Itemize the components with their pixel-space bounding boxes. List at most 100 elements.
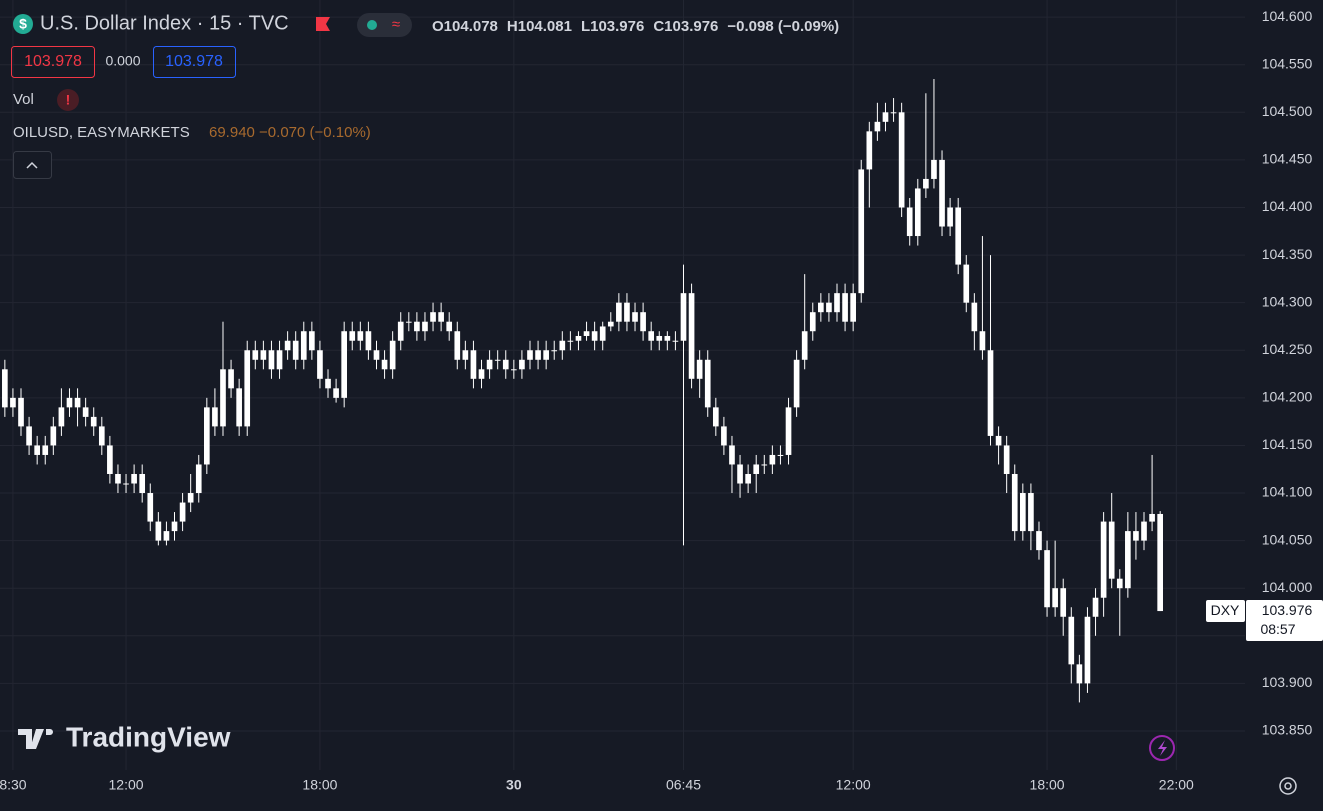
y-tick-label: 104.350 <box>1262 246 1313 262</box>
candle-body <box>971 302 978 332</box>
candle-body <box>18 397 24 427</box>
candle-body <box>987 350 994 436</box>
candle-body <box>777 454 784 456</box>
candle-body <box>268 350 275 370</box>
candle-body <box>107 445 113 474</box>
candle-body <box>737 464 743 484</box>
candle-body <box>898 112 905 208</box>
overlay-name: OILUSD, EASYMARKETS <box>13 124 190 141</box>
y-tick-label: 104.300 <box>1262 293 1313 309</box>
candle-body <box>955 207 962 265</box>
candle-body <box>90 416 97 427</box>
candle-body <box>769 454 776 465</box>
ohlc-value: L103.976 <box>581 18 644 35</box>
candle-body <box>454 331 461 360</box>
y-tick-label: 104.000 <box>1262 579 1313 595</box>
candle-body <box>729 445 735 465</box>
candle-body <box>34 445 40 455</box>
candle-body <box>203 407 210 465</box>
candle-body <box>712 407 719 427</box>
candle-body <box>115 473 121 484</box>
symbol-icon-glyph: $ <box>19 16 27 32</box>
candle-body <box>1092 597 1099 617</box>
x-tick-label: 12:00 <box>836 777 871 793</box>
y-tick-label: 104.100 <box>1262 484 1313 500</box>
candle-body <box>341 331 348 398</box>
warning-icon[interactable] <box>57 89 79 111</box>
candle-body <box>252 350 259 360</box>
ohlc-value: H104.081 <box>507 18 572 35</box>
candle-body <box>866 131 873 170</box>
candle-body <box>212 407 218 427</box>
candle-body <box>591 331 598 341</box>
ask-box[interactable] <box>153 46 236 78</box>
candle-body <box>1157 513 1163 612</box>
x-tick-label: 22:00 <box>1159 777 1194 793</box>
candle-body <box>1036 531 1042 551</box>
candle-body <box>187 493 194 503</box>
symbol-title[interactable]: U.S. Dollar Index · 15 · TVC <box>40 12 289 34</box>
candle-body <box>462 350 469 360</box>
candle-body <box>939 159 945 227</box>
candle-body <box>1068 616 1075 665</box>
change-value: −0.098 (−0.09%) <box>727 18 839 35</box>
candle-body <box>890 112 897 114</box>
candle-body <box>1003 445 1010 474</box>
candle-body <box>333 388 339 398</box>
candle-body <box>1149 513 1155 522</box>
candle-body <box>446 321 453 332</box>
settings-icon[interactable] <box>1279 777 1297 795</box>
status-pill[interactable] <box>357 13 412 37</box>
candle-body <box>696 359 703 379</box>
candle-body <box>672 340 679 342</box>
bid-box[interactable] <box>11 46 95 78</box>
y-tick-label: 103.900 <box>1262 674 1313 690</box>
candle-body <box>276 350 283 370</box>
candle-body <box>818 302 824 313</box>
countdown: 08:57 <box>1260 621 1295 637</box>
candle-body <box>624 302 630 322</box>
candle-body <box>1052 588 1058 608</box>
x-tick-label: 06:45 <box>666 777 701 793</box>
candle-body <box>809 312 816 332</box>
y-tick-label: 104.250 <box>1262 341 1313 357</box>
y-tick-label: 104.150 <box>1262 436 1313 452</box>
collapse-icon <box>26 161 38 169</box>
candle-body <box>826 302 832 313</box>
alert-icon[interactable] <box>1149 735 1175 761</box>
candle-body <box>317 350 323 379</box>
flag-icon[interactable] <box>316 17 330 31</box>
watermark: TradingView <box>66 721 231 752</box>
candle-body <box>430 312 436 322</box>
candle-body <box>1141 521 1147 541</box>
ohlc-legend: O104.078 H104.081 L103.976 C103.976 −0.098 (… <box>432 18 839 35</box>
warning-glyph: ! <box>66 92 71 108</box>
candle-body <box>147 493 154 522</box>
candle-body <box>98 426 105 446</box>
candle-body <box>914 188 921 237</box>
candle-body <box>1060 588 1067 617</box>
candle-body <box>325 378 331 389</box>
candle-body <box>171 521 178 532</box>
candle-body <box>947 207 953 227</box>
collapse-button[interactable] <box>13 151 52 179</box>
status-icon: ≈ <box>392 16 400 33</box>
last-price: 103.976 <box>1262 602 1313 618</box>
watermark-logo <box>18 729 53 749</box>
candle-body <box>486 359 493 370</box>
candle-body <box>607 321 614 327</box>
y-tick-label: 104.450 <box>1262 151 1313 167</box>
status-dot <box>367 20 377 30</box>
candle-body <box>1125 531 1131 589</box>
x-tick-label: 12:00 <box>109 777 144 793</box>
candle-body <box>26 426 32 446</box>
candle-body <box>357 331 364 341</box>
candle-body <box>284 340 291 351</box>
candle-body <box>131 473 137 484</box>
candle-body <box>704 359 711 408</box>
y-tick-label: 104.600 <box>1262 8 1313 24</box>
candle-body <box>874 121 881 132</box>
candle-body <box>58 407 65 427</box>
y-tick-label: 104.400 <box>1262 198 1313 214</box>
